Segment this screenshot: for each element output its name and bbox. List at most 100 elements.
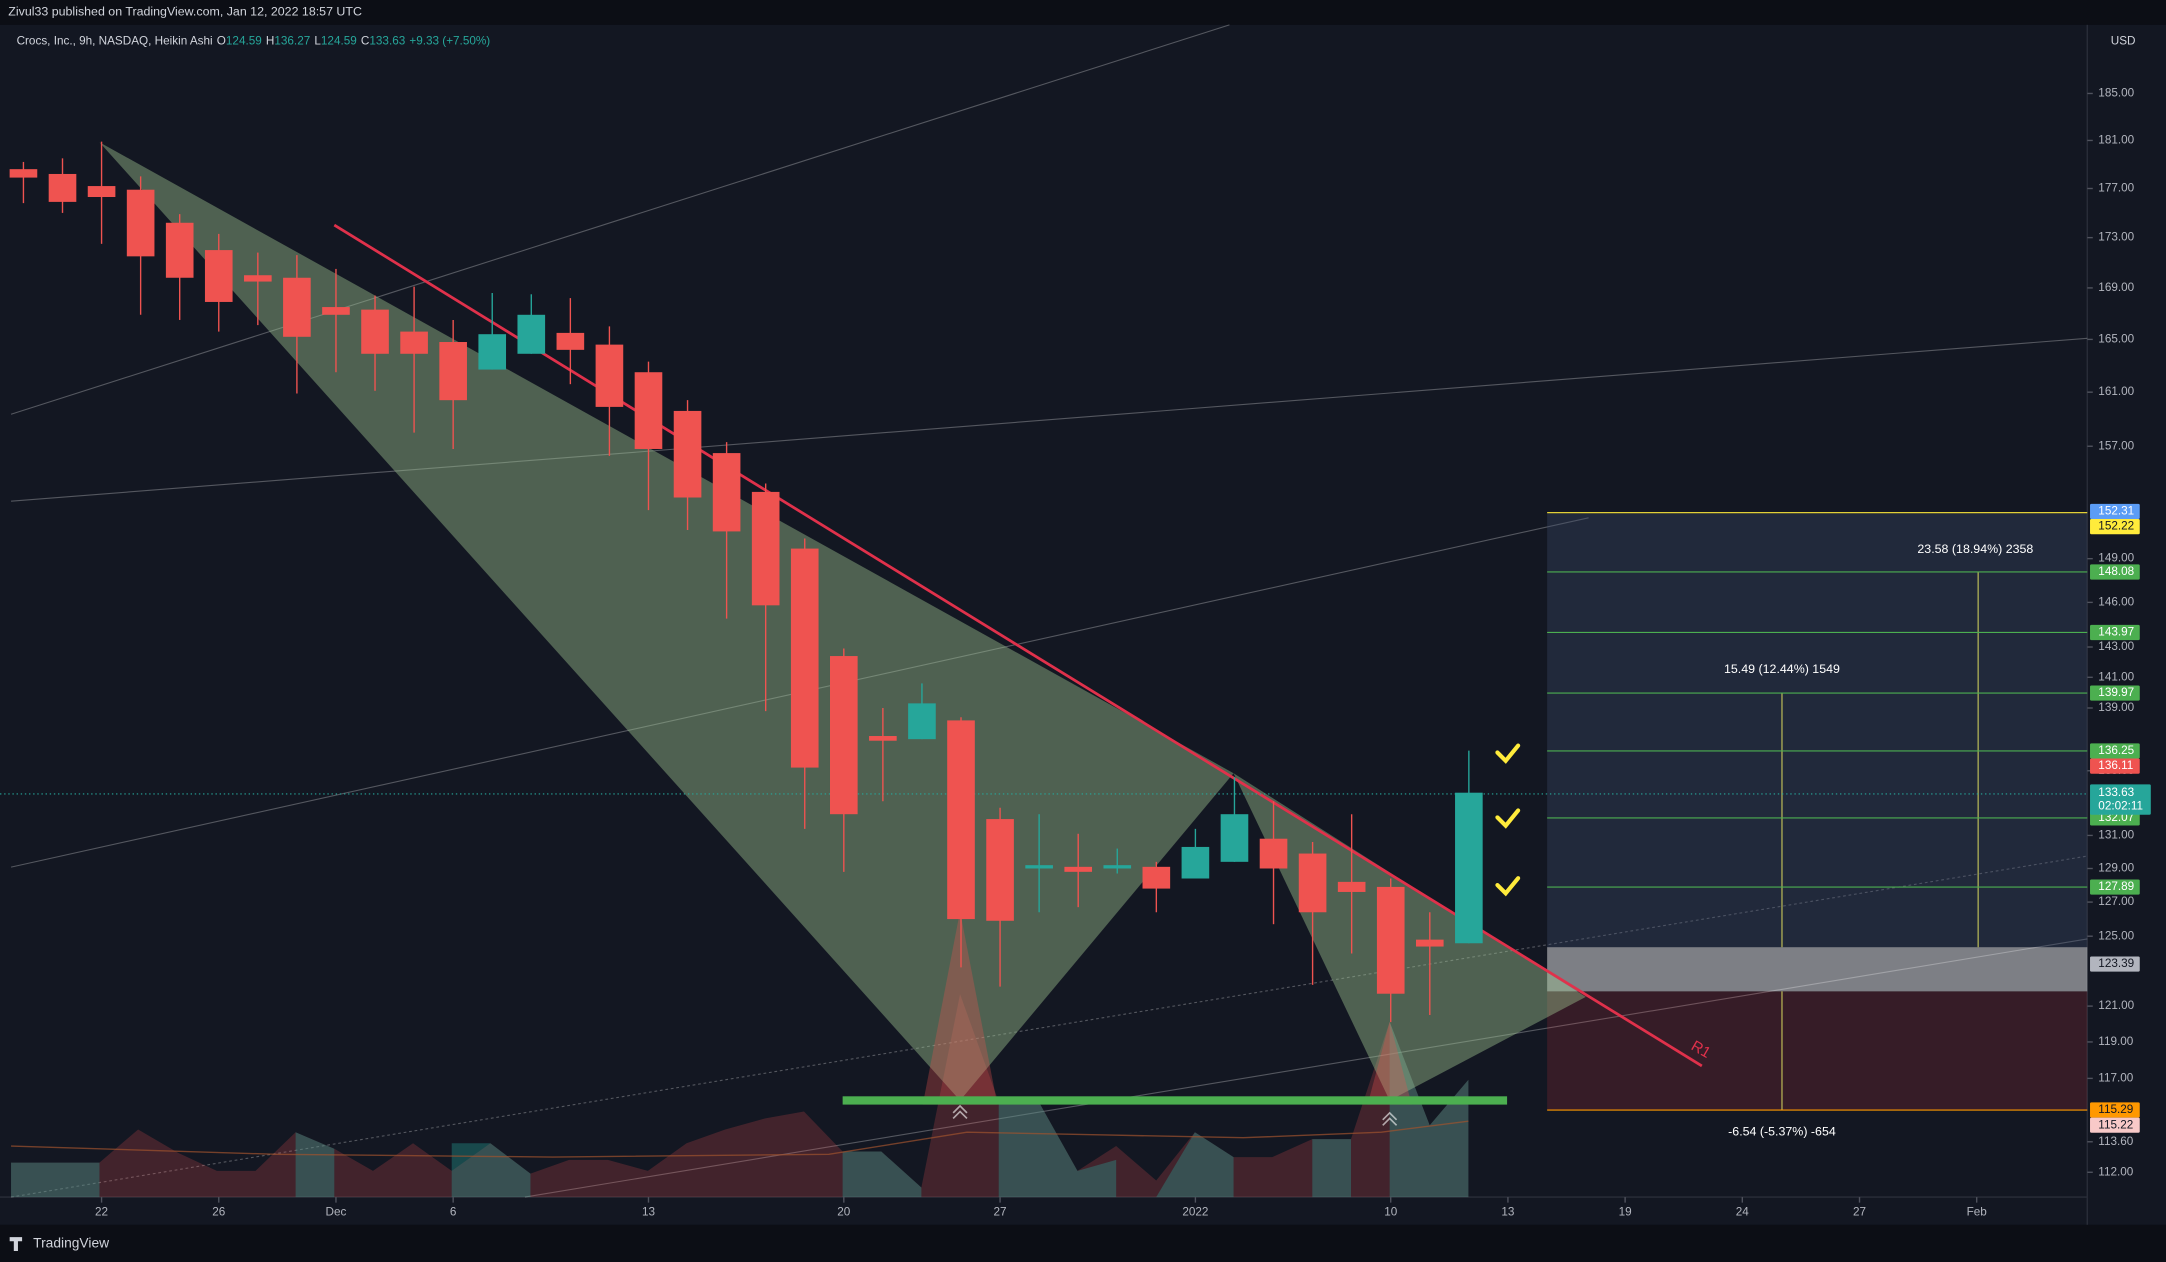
- countdown: 02:02:11: [2098, 800, 2143, 813]
- checkmarks: [1495, 743, 1521, 897]
- candle-body: [829, 656, 858, 815]
- price-label: 136.11: [2098, 759, 2133, 772]
- y-tick-label: 157.00: [2098, 439, 2134, 452]
- bottom-bar: [0, 1224, 2166, 1262]
- current-price: 133.63: [2098, 786, 2134, 799]
- x-tick-label: 22: [95, 1205, 108, 1218]
- legend-key: C: [361, 35, 370, 48]
- candle-body: [712, 453, 741, 532]
- candle-body: [986, 819, 1014, 921]
- price-label-box: [2090, 1102, 2140, 1118]
- y-tick-label: 181.00: [2098, 134, 2134, 147]
- stop-zone: [1547, 991, 2088, 1111]
- candle-body: [400, 331, 428, 354]
- candle-body: [126, 189, 155, 257]
- price-label-box: [2090, 519, 2140, 535]
- candle-body: [869, 736, 897, 741]
- price-label: 152.22: [2098, 520, 2134, 533]
- candle-body: [1376, 886, 1405, 994]
- price-label-box: [2090, 564, 2140, 580]
- measure-text: 23.58 (18.94%) 2358: [1917, 542, 2033, 556]
- candle-body: [165, 222, 194, 278]
- price-label: 148.08: [2098, 565, 2134, 578]
- y-tick-label: 173.00: [2098, 231, 2134, 244]
- chevrons: [952, 1104, 1398, 1126]
- candle-body: [751, 491, 780, 606]
- volume-area: [11, 994, 1469, 1198]
- measure-text: -6.54 (-5.37%) -654: [1728, 1124, 1836, 1138]
- candle-body: [283, 277, 311, 337]
- publisher: Zivul33 published on TradingView.com, Ja…: [8, 5, 362, 19]
- candle-body: [790, 548, 819, 768]
- price-label: 139.97: [2098, 686, 2134, 699]
- price-label-box: [2090, 685, 2140, 701]
- candle-body: [87, 186, 116, 198]
- x-tick-label: 13: [642, 1205, 655, 1218]
- legend-value: 133.63: [369, 35, 405, 48]
- price-label-box: [2090, 503, 2140, 520]
- candle-body: [908, 703, 936, 740]
- legend: Crocs, Inc., 9h, NASDAQ, Heikin Ashi O124…: [17, 35, 491, 48]
- support-line: [842, 1096, 1508, 1105]
- price-label: 143.97: [2098, 626, 2134, 639]
- candle-body: [361, 309, 389, 354]
- entry-zone: [1547, 947, 2088, 992]
- y-tick-label: 127.00: [2098, 895, 2134, 908]
- candle-body: [322, 307, 350, 315]
- candle-body: [478, 334, 507, 370]
- price-label-box: [2090, 1117, 2140, 1133]
- price-label-box: [2090, 956, 2140, 972]
- candle-body: [1298, 853, 1327, 913]
- legend-key: O: [217, 35, 226, 48]
- candle-body: [1259, 838, 1288, 869]
- brand: TradingView: [33, 1235, 109, 1251]
- target-zone: [1547, 513, 2088, 948]
- measure-text: 15.49 (12.44%) 1549: [1724, 662, 1840, 676]
- y-tick-label: 117.00: [2098, 1071, 2133, 1084]
- candle-body: [1455, 792, 1483, 944]
- x-tick-label: 6: [450, 1205, 457, 1218]
- candle-body: [634, 372, 663, 449]
- candle-body: [595, 344, 624, 407]
- y-tick-label: 149.00: [2098, 552, 2134, 565]
- y-tick-label: 139.00: [2098, 701, 2134, 714]
- x-tick-label: Dec: [326, 1205, 347, 1218]
- y-tick-label: 143.00: [2098, 640, 2134, 653]
- currency: USD: [2111, 35, 2136, 48]
- y-tick-label: 146.00: [2098, 595, 2134, 608]
- price-label-box: [2090, 879, 2140, 895]
- x-tick-label: 26: [212, 1205, 225, 1218]
- x-tick-label: Feb: [1967, 1205, 1988, 1218]
- y-tick-label: 131.00: [2098, 829, 2134, 842]
- price-label-box: [2090, 743, 2140, 759]
- legend-symbol: Crocs, Inc., 9h, NASDAQ, Heikin Ashi: [17, 35, 213, 48]
- legend-key: H: [266, 35, 274, 48]
- x-tick-label: 2022: [1182, 1205, 1208, 1218]
- candle-body: [1103, 865, 1132, 869]
- y-tick-label: 125.00: [2098, 929, 2134, 942]
- x-tick-label: 19: [1619, 1205, 1632, 1218]
- y-tick-label: 169.00: [2098, 281, 2134, 294]
- current-price-box: [2090, 784, 2151, 815]
- candle-body: [9, 169, 38, 178]
- price-label-box: [2090, 624, 2140, 641]
- top-bar: [0, 0, 2166, 25]
- candle-body: [556, 332, 585, 350]
- candle-body: [1220, 814, 1249, 862]
- price-label: 152.31: [2098, 505, 2134, 518]
- candle-body: [244, 275, 272, 282]
- y-tick-label: 161.00: [2098, 385, 2134, 398]
- candle-body: [48, 173, 77, 202]
- x-tick-label: 27: [1853, 1205, 1866, 1218]
- price-label: 115.29: [2098, 1103, 2133, 1116]
- price-label: 115.22: [2098, 1118, 2133, 1131]
- price-label: 123.39: [2098, 957, 2134, 970]
- candle-body: [1064, 866, 1093, 872]
- measure-arrows: [1781, 571, 1979, 1111]
- y-tick-label: 185.00: [2098, 87, 2134, 100]
- candle-body: [1142, 866, 1171, 889]
- x-tick-label: 10: [1384, 1205, 1398, 1218]
- x-tick-label: 13: [1501, 1205, 1514, 1218]
- candle-body: [1025, 865, 1053, 869]
